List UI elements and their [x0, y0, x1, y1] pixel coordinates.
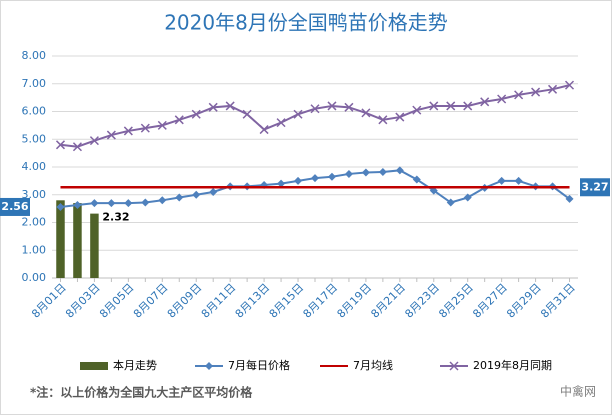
bar	[73, 203, 82, 278]
marker	[310, 104, 320, 114]
y-tick-label: 3.00	[22, 188, 47, 201]
marker	[446, 198, 455, 207]
marker	[140, 123, 150, 133]
marker	[378, 167, 387, 176]
data-label-box	[580, 178, 610, 197]
marker	[480, 97, 490, 107]
marker	[446, 101, 456, 111]
chart-title: 2020年8月份全国鸭苗价格走势	[164, 11, 448, 35]
marker	[463, 193, 472, 202]
y-tick-label: 5.00	[22, 132, 47, 145]
marker	[463, 101, 473, 111]
marker	[344, 102, 354, 112]
legend-label: 2019年8月同期	[473, 358, 552, 372]
legend-label: 本月走势	[113, 358, 157, 372]
marker	[395, 112, 405, 122]
marker	[327, 101, 337, 111]
marker	[497, 176, 506, 185]
marker	[514, 176, 523, 185]
data-label: 2.32	[102, 211, 129, 224]
marker	[564, 80, 575, 90]
marker	[276, 118, 286, 128]
marker	[429, 101, 439, 111]
marker	[293, 109, 303, 119]
marker	[565, 194, 574, 203]
marker	[124, 199, 133, 208]
legend-marker	[449, 361, 459, 371]
y-tick-label: 0.00	[22, 271, 47, 284]
marker	[192, 190, 201, 199]
marker	[514, 90, 524, 100]
marker	[72, 142, 82, 152]
marker	[174, 115, 184, 125]
marker	[429, 186, 438, 195]
y-tick-label: 2.00	[22, 216, 47, 229]
legend-label: 7月均线	[353, 358, 393, 372]
marker	[242, 109, 252, 119]
marker	[497, 94, 507, 104]
bar	[90, 213, 99, 278]
marker	[327, 172, 336, 181]
marker	[294, 176, 303, 185]
footnote: *注：以上价格为全国九大主产区平均价格	[30, 385, 253, 400]
legend-swatch	[80, 362, 108, 370]
marker	[548, 84, 558, 94]
data-label: 2.56	[1, 200, 28, 213]
marker	[311, 174, 319, 183]
y-tick-label: 1.00	[22, 243, 47, 256]
marker	[55, 140, 66, 150]
marker	[123, 126, 133, 136]
marker	[531, 87, 541, 97]
bar	[56, 200, 65, 278]
y-tick-label: 8.00	[22, 49, 47, 62]
marker	[158, 196, 167, 205]
marker	[395, 166, 404, 175]
source: 中禽网	[560, 384, 596, 399]
marker	[412, 175, 421, 184]
marker	[344, 169, 353, 178]
legend-marker	[205, 362, 213, 370]
data-label-box	[0, 197, 30, 216]
marker	[378, 115, 388, 125]
marker	[175, 193, 184, 202]
marker	[73, 201, 82, 210]
marker	[90, 199, 99, 208]
marker	[107, 199, 116, 208]
marker	[191, 109, 201, 119]
marker	[56, 202, 65, 211]
marker	[259, 125, 269, 135]
marker	[361, 108, 371, 118]
y-tick-label: 7.00	[22, 77, 47, 90]
marker	[106, 130, 116, 140]
y-tick-label: 4.00	[22, 160, 47, 173]
marker	[209, 187, 218, 196]
marker	[412, 105, 422, 115]
marker	[157, 120, 167, 130]
marker	[208, 102, 218, 112]
legend-label: 7月每日价格	[228, 358, 290, 372]
data-label: 3.27	[581, 180, 608, 193]
marker	[141, 198, 150, 207]
y-tick-label: 6.00	[22, 105, 47, 118]
marker	[361, 168, 370, 177]
marker	[89, 136, 99, 146]
marker	[225, 101, 235, 111]
marker	[277, 179, 286, 188]
